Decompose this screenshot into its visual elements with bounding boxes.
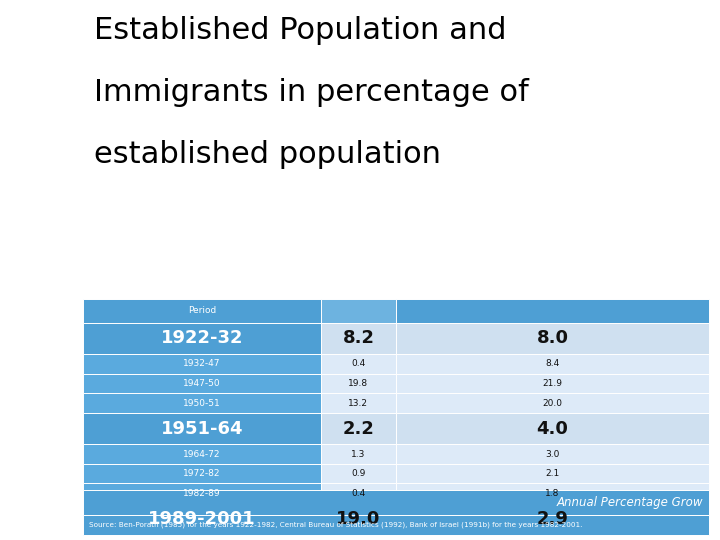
Bar (83, 515, 709, 535)
Text: Source: Ben-Porath (1985) for the years 1922-1982, Central Bureau of Statistics : Source: Ben-Porath (1985) for the years … (89, 522, 582, 528)
Text: 1932-47: 1932-47 (183, 360, 220, 368)
Text: Immigrants in percentage of: Immigrants in percentage of (94, 78, 528, 107)
Text: established population: established population (94, 140, 441, 170)
Text: 0.9: 0.9 (351, 469, 366, 478)
Bar (83, 483, 321, 503)
Bar (83, 393, 321, 413)
Bar (396, 503, 709, 535)
Bar (83, 464, 321, 483)
Bar (321, 393, 396, 413)
Text: 0.4: 0.4 (351, 489, 366, 498)
Bar (396, 299, 709, 322)
Bar (321, 483, 396, 503)
Bar (321, 464, 396, 483)
Bar (83, 444, 321, 464)
Text: 3.0: 3.0 (546, 450, 559, 458)
Text: 1922-32: 1922-32 (161, 329, 243, 347)
Bar (396, 464, 709, 483)
Bar (83, 322, 321, 354)
Bar (396, 393, 709, 413)
Bar (321, 374, 396, 393)
Text: 8.4: 8.4 (546, 360, 559, 368)
Bar (321, 503, 396, 535)
Text: Established Population and: Established Population and (94, 16, 506, 45)
Text: 2.9: 2.9 (536, 510, 569, 528)
Text: 1947-50: 1947-50 (183, 379, 220, 388)
Bar (321, 299, 396, 322)
Text: 8.2: 8.2 (343, 329, 374, 347)
Text: Period: Period (188, 306, 216, 315)
Bar (83, 354, 321, 374)
Text: 2.2: 2.2 (343, 420, 374, 437)
Text: 1.8: 1.8 (546, 489, 559, 498)
Bar (83, 413, 321, 444)
Bar (321, 413, 396, 444)
Bar (83, 299, 321, 322)
Text: 1982-89: 1982-89 (183, 489, 220, 498)
Text: 19.8: 19.8 (348, 379, 369, 388)
Bar (83, 503, 321, 535)
Text: 8.0: 8.0 (536, 329, 569, 347)
Bar (396, 374, 709, 393)
Text: Annual Percentage Grow: Annual Percentage Grow (557, 496, 703, 509)
Bar (396, 413, 709, 444)
Text: 13.2: 13.2 (348, 399, 369, 408)
Text: 1964-72: 1964-72 (183, 450, 220, 458)
Text: 1951-64: 1951-64 (161, 420, 243, 437)
Bar (321, 322, 396, 354)
Bar (321, 444, 396, 464)
Text: 1989-2001: 1989-2001 (148, 510, 256, 528)
Text: 1.3: 1.3 (351, 450, 366, 458)
Bar (321, 354, 396, 374)
Bar (83, 490, 709, 515)
Bar (396, 444, 709, 464)
Text: 19.0: 19.0 (336, 510, 381, 528)
Text: 21.9: 21.9 (543, 379, 562, 388)
Text: 1950-51: 1950-51 (183, 399, 221, 408)
Text: 20.0: 20.0 (543, 399, 562, 408)
Text: 2.1: 2.1 (546, 469, 559, 478)
Text: 4.0: 4.0 (536, 420, 569, 437)
Text: 1972-82: 1972-82 (183, 469, 220, 478)
Bar (396, 354, 709, 374)
Bar (396, 483, 709, 503)
Bar (83, 374, 321, 393)
Text: 0.4: 0.4 (351, 360, 366, 368)
Bar (396, 322, 709, 354)
